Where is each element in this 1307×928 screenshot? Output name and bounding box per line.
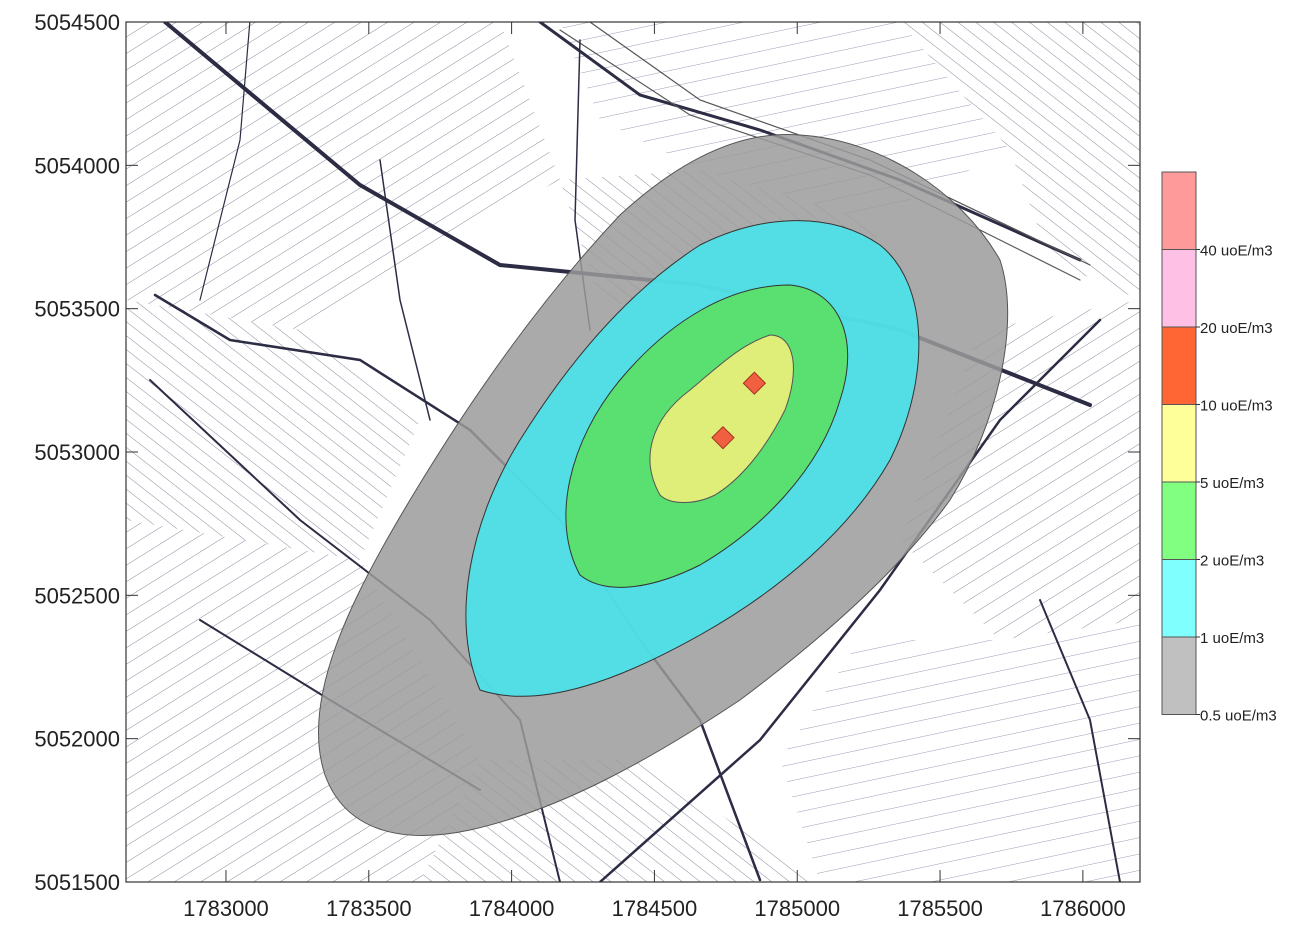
x-tick-label: 1785000: [754, 896, 840, 921]
road-northwest-link: [199, 22, 251, 301]
y-tick-label: 5052000: [34, 727, 120, 752]
field-parcels-w: [126, 300, 420, 560]
legend-swatch: [1161, 559, 1197, 638]
road-riverside: [538, 22, 1082, 262]
x-tick-label: 1785500: [897, 896, 983, 921]
y-tick-label: 5051500: [34, 870, 120, 895]
legend-label: 1 uoE/m3: [1200, 630, 1264, 647]
field-parcels-se: [780, 620, 1140, 882]
field-parcels-nw: [126, 22, 560, 330]
x-tick-label: 1784500: [612, 896, 698, 921]
legend-swatch: [1161, 404, 1197, 483]
field-parcels-ne: [900, 22, 1140, 300]
y-tick-label: 5054000: [34, 153, 120, 178]
y-tick-label: 5053500: [34, 297, 120, 322]
road-se-ne: [598, 318, 1102, 882]
y-tick-label: 5053000: [34, 440, 120, 465]
y-tick-label: 5054500: [34, 10, 120, 35]
road-east: [1039, 599, 1121, 882]
legend-label: 40 uoE/m3: [1200, 243, 1273, 260]
legend-swatch: [1161, 171, 1197, 250]
legend-label: 2 uoE/m3: [1200, 553, 1264, 570]
source-north-marker: [742, 371, 767, 395]
x-tick-label: 1783500: [326, 896, 412, 921]
source-south-marker: [711, 425, 735, 450]
y-tick-label: 5052500: [34, 583, 120, 608]
legend-swatch: [1161, 326, 1197, 405]
legend-swatch: [1161, 636, 1197, 715]
legend-label: 10 uoE/m3: [1200, 398, 1273, 415]
river-bank-north: [589, 22, 1091, 266]
y-axis: 5051500 5052000 5052500 5053000 5053500 50540…: [34, 10, 1140, 895]
legend-swatch: [1161, 249, 1197, 328]
legend-label: 0.5 uoE/m3: [1200, 708, 1277, 725]
legend: 40 uoE/m3 20 uoE/m3 10 uoE/m3 5 uoE/m3 2 uoE…: [1161, 171, 1277, 725]
odour-plume: [317, 133, 1009, 836]
x-tick-label: 1784000: [469, 896, 555, 921]
x-tick-label: 1786000: [1040, 896, 1126, 921]
road-west-link: [379, 159, 431, 421]
x-axis: 1783000 1783500 1784000 1784500 1785000 17855…: [183, 22, 1126, 921]
legend-label: 20 uoE/m3: [1200, 320, 1273, 337]
legend-swatch: [1161, 481, 1197, 560]
legend-label: 5 uoE/m3: [1200, 475, 1264, 492]
odour-sources: [711, 371, 767, 450]
x-tick-label: 1783000: [183, 896, 269, 921]
